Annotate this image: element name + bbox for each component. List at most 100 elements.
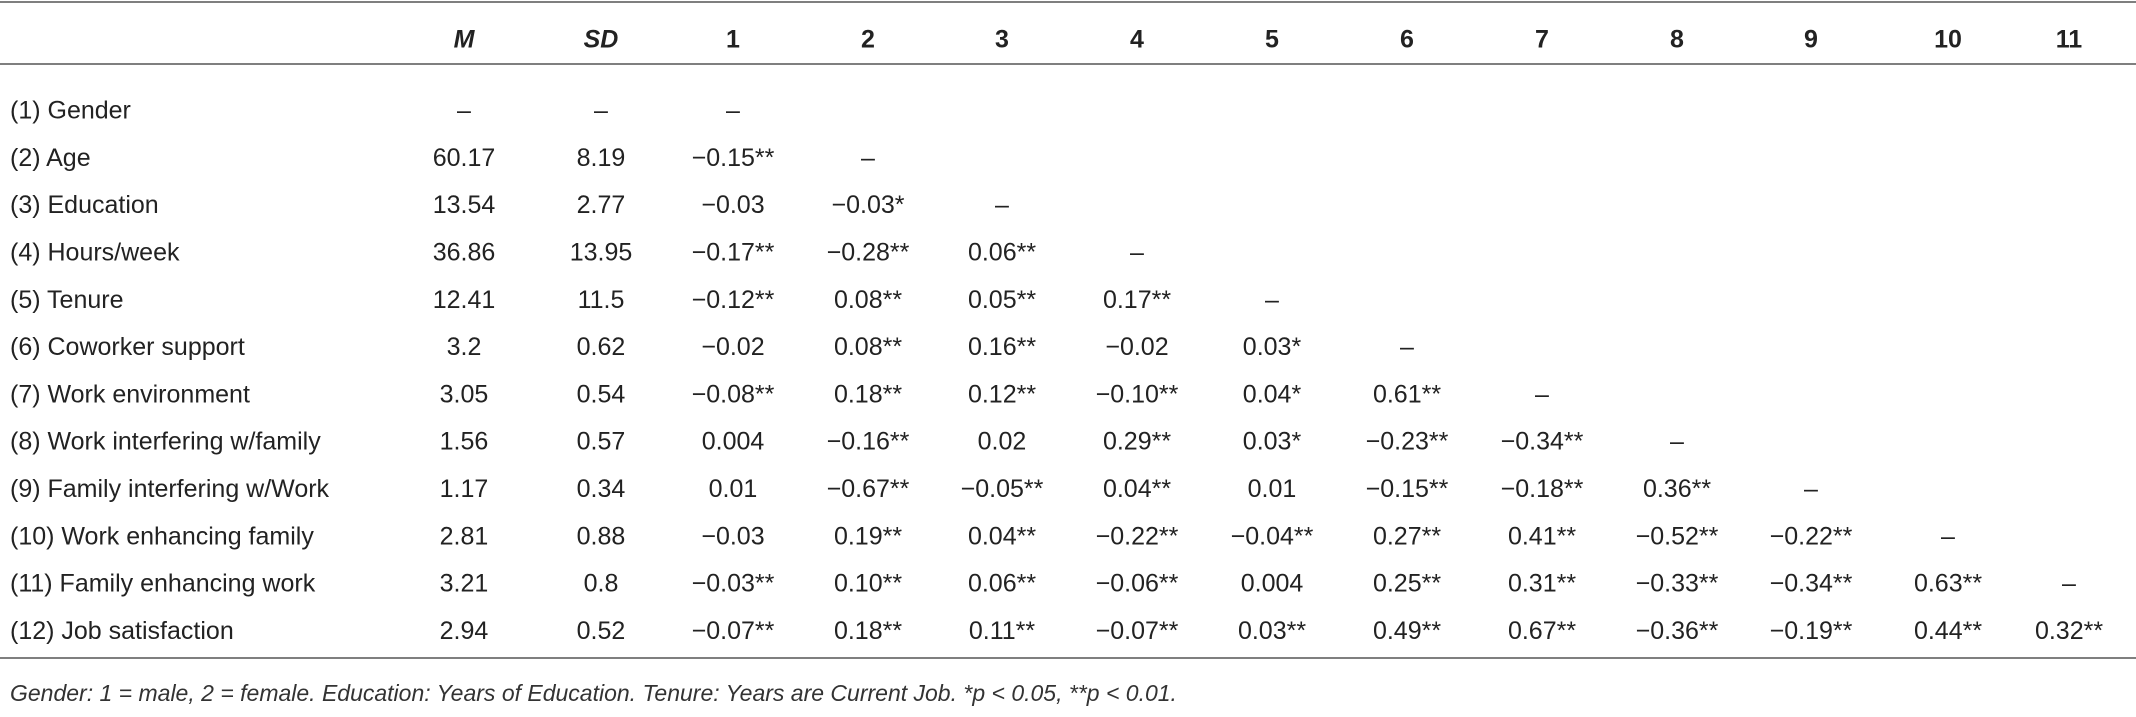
cell: 3.2 [447,333,482,361]
cell: 0.03* [1243,333,1302,361]
cell: 0.04** [968,522,1036,550]
cell: −0.02 [701,333,764,361]
cell: −0.05** [961,475,1044,503]
cell: −0.16** [827,428,910,456]
cell: 0.10** [834,570,902,598]
cell: 0.52 [577,617,626,645]
cell: −0.33** [1636,570,1719,598]
cell: −0.03 [701,191,764,219]
cell: – [1670,428,1684,456]
cell: −0.07** [692,617,775,645]
cell: 0.88 [577,522,626,550]
row-label: (12) Job satisfaction [10,617,234,645]
column-header: 4 [1130,26,1144,54]
cell: 0.11** [969,617,1036,645]
cell: −0.36** [1636,617,1719,645]
cell: – [457,97,471,125]
cell: −0.52** [1636,522,1719,550]
row-label: (2) Age [10,144,91,172]
cell: 0.04* [1243,380,1302,408]
cell: −0.03 [701,522,764,550]
column-header: SD [584,26,619,54]
cell: −0.19** [1770,617,1853,645]
cell: −0.22** [1770,522,1853,550]
cell: −0.17** [692,239,775,267]
row-label: (1) Gender [10,97,131,125]
column-header: 1 [726,26,740,54]
cell: 0.41** [1508,522,1576,550]
cell: 12.41 [433,286,496,314]
cell: 1.17 [440,475,489,503]
cell: −0.04** [1231,522,1314,550]
cell: 0.31** [1508,570,1576,598]
cell: −0.12** [692,286,775,314]
cell: −0.23** [1366,428,1449,456]
cell: 0.02 [978,428,1027,456]
cell: 0.34 [577,475,626,503]
cell: 3.21 [440,570,489,598]
cell: – [1804,475,1818,503]
cell: 8.19 [577,144,626,172]
row-label: (8) Work interfering w/family [10,428,321,456]
cell: 0.12** [968,380,1036,408]
column-header: 10 [1934,26,1962,54]
cell: −0.18** [1501,475,1584,503]
cell: 60.17 [433,144,496,172]
cell: – [1941,522,1955,550]
column-header: 8 [1670,26,1684,54]
cell: – [995,191,1009,219]
cell: – [594,97,608,125]
cell: 0.44** [1914,617,1982,645]
cell: −0.10** [1096,380,1179,408]
cell: 0.01 [1248,475,1297,503]
column-header: 11 [2056,26,2083,54]
row-label: (7) Work environment [10,380,250,408]
cell: 0.004 [1241,570,1304,598]
cell: 0.8 [584,570,619,598]
cell: −0.03** [692,570,775,598]
cell: 0.18** [834,617,902,645]
cell: −0.28** [827,239,910,267]
cell: 0.32** [2035,617,2103,645]
cell: −0.15** [692,144,775,172]
cell: 0.63** [1914,570,1982,598]
cell: 0.67** [1508,617,1576,645]
cell: 0.25** [1373,570,1441,598]
cell: −0.03* [832,191,905,219]
row-label: (9) Family interfering w/Work [10,475,330,503]
cell: 0.05** [968,286,1036,314]
cell: 0.06** [968,570,1036,598]
row-label: (6) Coworker support [10,333,245,361]
cell: 0.04** [1103,475,1171,503]
cell: – [861,144,875,172]
cell: 0.19** [834,522,902,550]
cell: – [1130,239,1144,267]
cell: 11.5 [578,286,625,314]
cell: – [726,97,740,125]
cell: 0.61** [1373,380,1441,408]
cell: 0.16** [968,333,1036,361]
row-label: (10) Work enhancing family [10,522,314,550]
column-header: 2 [861,26,875,54]
cell: 0.49** [1373,617,1441,645]
cell: – [2062,570,2076,598]
cell: −0.22** [1096,522,1179,550]
cell: 0.29** [1103,428,1171,456]
column-header: 3 [995,26,1009,54]
column-header: 9 [1804,26,1818,54]
cell: 0.06** [968,239,1036,267]
row-label: (3) Education [10,191,159,219]
cell: 0.36** [1643,475,1711,503]
cell: −0.67** [827,475,910,503]
cell: 13.54 [433,191,496,219]
cell: 1.56 [440,428,489,456]
cell: – [1535,380,1549,408]
cell: 0.17** [1103,286,1171,314]
cell: 3.05 [440,380,489,408]
cell: −0.34** [1770,570,1853,598]
cell: – [1265,286,1279,314]
cell: 13.95 [570,239,633,267]
row-label: (5) Tenure [10,286,124,314]
column-header: M [454,26,476,54]
